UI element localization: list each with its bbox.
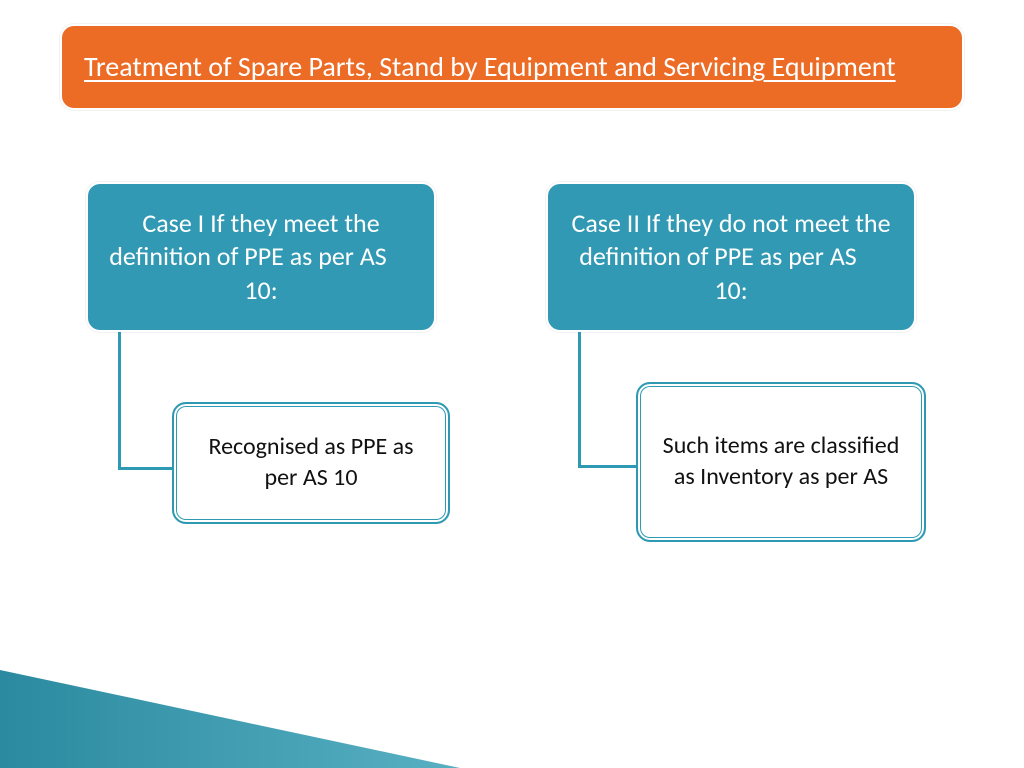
slide-stage: Treatment of Spare Parts, Stand by Equip… <box>0 0 1024 768</box>
case-1-heading-text: Case I If they meet the definition of PP… <box>106 207 416 307</box>
slide-title-text: Treatment of Spare Parts, Stand by Equip… <box>84 48 940 86</box>
case-2-child-text: Such items are classified as Inventory a… <box>658 431 904 492</box>
case-1-child-text: Recognised as PPE as per AS 10 <box>194 432 428 493</box>
case-2-heading-text: Case II If they do not meet the definiti… <box>566 207 896 307</box>
case-1-connector <box>118 332 174 470</box>
case-2-connector <box>578 332 638 468</box>
case-2-heading: Case II If they do not meet the definiti… <box>546 182 916 332</box>
case-1-heading: Case I If they meet the definition of PP… <box>86 182 436 332</box>
case-2-child: Such items are classified as Inventory a… <box>636 382 926 542</box>
corner-wedge-decoration <box>0 648 460 768</box>
slide-title-bar: Treatment of Spare Parts, Stand by Equip… <box>60 24 964 110</box>
case-1-child: Recognised as PPE as per AS 10 <box>172 402 450 524</box>
